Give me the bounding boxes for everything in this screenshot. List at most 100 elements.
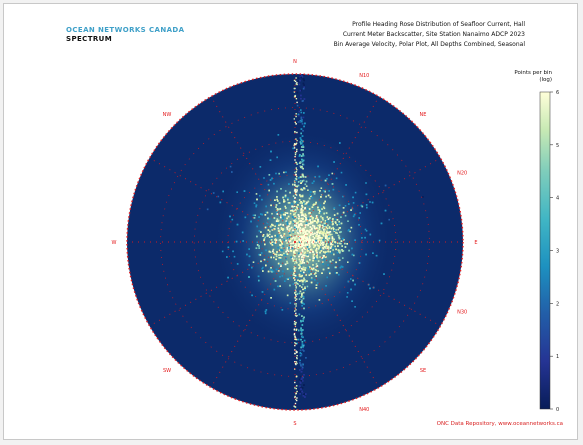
- density-point: [266, 233, 269, 236]
- density-point: [294, 291, 296, 294]
- density-point: [296, 185, 298, 187]
- colorbar-tick-label: 3: [556, 249, 559, 255]
- angle-label: N20: [457, 171, 467, 177]
- density-point: [299, 246, 301, 249]
- density-point: [300, 262, 302, 265]
- density-point: [236, 223, 239, 226]
- density-point: [320, 215, 322, 218]
- density-point: [300, 333, 302, 335]
- density-point: [332, 226, 334, 229]
- density-point: [294, 94, 297, 97]
- density-point: [283, 199, 285, 201]
- density-point: [309, 239, 312, 241]
- colorbar-ticks: 6 5 4 3 2 1 0: [550, 90, 559, 413]
- density-point: [294, 387, 296, 389]
- density-point: [278, 172, 280, 175]
- density-point: [316, 256, 319, 259]
- density-point: [293, 274, 296, 277]
- density-point: [298, 258, 301, 261]
- density-point: [296, 390, 298, 393]
- density-point: [323, 251, 325, 253]
- density-point: [295, 171, 298, 173]
- density-point: [295, 201, 298, 204]
- density-layer: [206, 74, 424, 410]
- density-point: [325, 212, 328, 214]
- density-point: [342, 237, 344, 240]
- density-point: [307, 266, 310, 269]
- density-point: [281, 242, 283, 245]
- density-point: [294, 246, 297, 248]
- density-point: [339, 142, 341, 144]
- density-point: [312, 191, 315, 193]
- density-point: [292, 242, 294, 245]
- density-point: [258, 247, 260, 249]
- density-point: [295, 98, 298, 100]
- density-point: [288, 240, 290, 243]
- density-point: [333, 214, 336, 216]
- density-point: [300, 243, 303, 245]
- density-point: [258, 253, 260, 256]
- density-point: [322, 263, 324, 265]
- density-point: [300, 109, 302, 111]
- density-point: [347, 280, 350, 283]
- density-point: [299, 121, 302, 123]
- density-point: [293, 266, 296, 268]
- density-point: [294, 121, 296, 123]
- density-point: [347, 261, 349, 263]
- density-point: [316, 222, 318, 224]
- density-point: [304, 231, 306, 233]
- density-point: [299, 89, 302, 92]
- density-point: [293, 202, 296, 204]
- density-point: [286, 212, 289, 214]
- density-point: [312, 267, 315, 270]
- density-point: [301, 175, 303, 178]
- density-point: [282, 213, 285, 216]
- density-point: [296, 240, 298, 242]
- density-point: [263, 258, 266, 261]
- density-point: [301, 158, 303, 161]
- density-point: [235, 240, 238, 243]
- density-point: [309, 259, 311, 261]
- density-point: [261, 213, 263, 216]
- density-point: [301, 228, 304, 230]
- density-point: [294, 282, 296, 284]
- density-point: [314, 190, 316, 193]
- density-point: [325, 237, 327, 239]
- density-point: [304, 226, 307, 229]
- density-point: [317, 260, 320, 262]
- density-point: [271, 241, 274, 243]
- density-point: [278, 239, 281, 242]
- density-point: [320, 250, 323, 252]
- density-point: [301, 336, 304, 338]
- density-point: [304, 203, 306, 205]
- density-point: [286, 294, 289, 297]
- density-point: [301, 74, 304, 75]
- density-point: [295, 361, 298, 363]
- density-point: [296, 230, 298, 232]
- density-point: [255, 205, 257, 208]
- density-point: [305, 223, 307, 226]
- density-point: [324, 222, 327, 224]
- density-point: [305, 222, 308, 225]
- density-point: [302, 344, 305, 347]
- density-point: [292, 183, 294, 186]
- density-point: [295, 322, 297, 324]
- density-point: [294, 396, 296, 398]
- density-point: [304, 289, 306, 291]
- angle-label: N30: [457, 309, 467, 315]
- density-point: [296, 91, 299, 94]
- density-point: [294, 323, 297, 325]
- density-point: [244, 216, 247, 219]
- density-point: [318, 239, 320, 241]
- density-point: [322, 235, 325, 237]
- density-point: [338, 204, 341, 207]
- density-point: [290, 208, 293, 210]
- density-point: [274, 280, 277, 282]
- grid-spoke: [210, 241, 296, 388]
- density-point: [323, 212, 325, 215]
- density-point: [303, 256, 305, 259]
- density-point: [295, 179, 298, 182]
- density-point: [270, 297, 272, 299]
- density-point: [299, 244, 301, 246]
- density-point: [329, 260, 332, 263]
